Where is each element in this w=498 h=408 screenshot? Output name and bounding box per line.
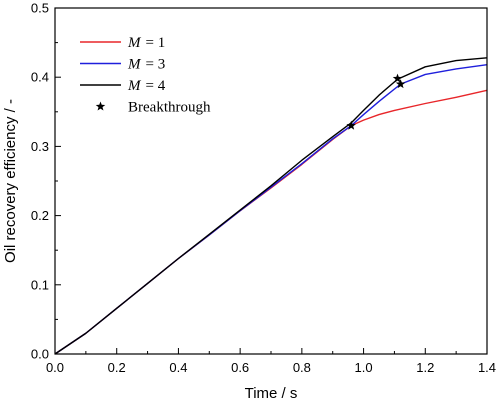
legend-label-breakthrough: Breakthrough	[128, 100, 211, 116]
series-line-2	[54, 64, 488, 355]
x-tick-label: 1.2	[416, 360, 434, 375]
legend-label-var: M	[127, 35, 142, 51]
legend-label-var: M	[127, 57, 142, 73]
legend-label-var: M	[127, 78, 142, 94]
y-tick-label: 0.4	[31, 70, 49, 85]
legend-label-value: = 4	[146, 78, 166, 94]
breakthrough-marker	[395, 79, 406, 89]
legend-star-marker	[95, 101, 106, 111]
breakthrough-marker	[392, 73, 403, 83]
series-layer	[54, 57, 488, 355]
y-axis-title: Oil recovery efficiency / -	[2, 99, 19, 263]
legend-label-value: = 1	[146, 35, 166, 51]
y-tick-label: 0.5	[31, 1, 49, 16]
x-tick-label: 0.8	[293, 360, 311, 375]
legend-label-value: = 3	[146, 57, 166, 73]
x-tick-label: 0.6	[231, 360, 249, 375]
x-tick-label: 1.0	[355, 360, 373, 375]
y-tick-label: 0.3	[31, 139, 49, 154]
y-axis: 0.0 0.1 0.2 0.3 0.4 0.5	[31, 1, 61, 362]
x-axis: 0.0 0.2 0.4 0.6 0.8 1.0 1.2 1.4	[46, 348, 496, 375]
x-tick-label: 1.4	[478, 360, 496, 375]
y-tick-label: 0.2	[31, 208, 49, 223]
y-tick-label: 0.1	[31, 277, 49, 292]
breakthrough-markers	[346, 73, 406, 130]
x-tick-label: 0.4	[169, 360, 187, 375]
series-line-3	[54, 57, 488, 355]
x-tick-label: 0.2	[108, 360, 126, 375]
legend-label-3: M = 4	[127, 78, 166, 94]
x-tick-label: 0.0	[46, 360, 64, 375]
series-line-1	[54, 89, 488, 355]
legend-label-1: M = 1	[127, 35, 165, 51]
x-axis-title: Time / s	[245, 385, 298, 402]
y-tick-label: 0.0	[31, 347, 49, 362]
legend-label-2: M = 3	[127, 57, 165, 73]
plot-frame	[54, 7, 488, 355]
breakthrough-marker	[346, 120, 356, 130]
